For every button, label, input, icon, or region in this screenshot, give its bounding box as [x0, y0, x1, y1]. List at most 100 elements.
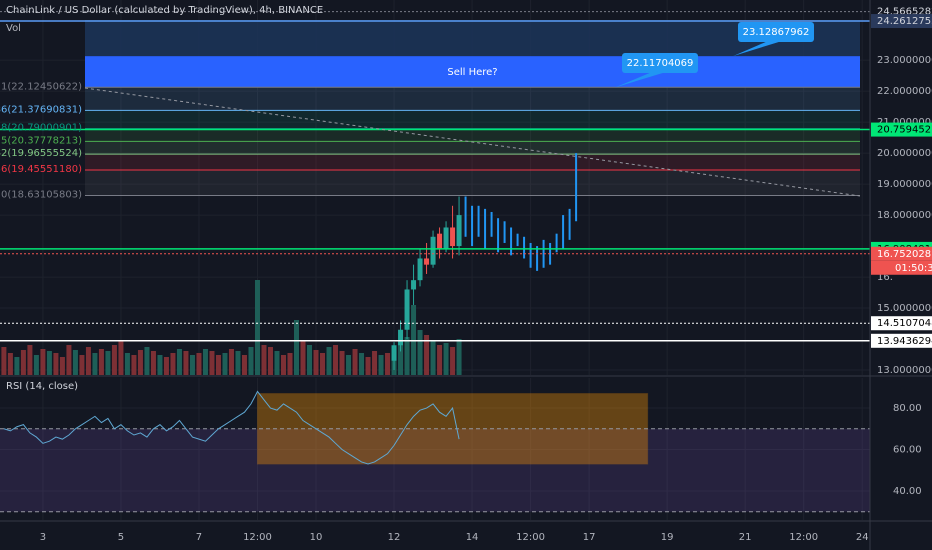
candle-body: [411, 280, 417, 290]
price-tag-label: 13.94362945: [877, 336, 932, 347]
volume-bar: [20, 350, 26, 375]
volume-bar: [450, 347, 456, 375]
y-tick-label: 22.00000000: [877, 86, 932, 97]
price-tag: [871, 316, 932, 331]
volume-bar: [417, 330, 423, 375]
volume-bar: [59, 357, 65, 375]
x-tick-label: 5: [118, 532, 124, 543]
y-tick-label: 16.: [877, 272, 893, 283]
volume-bar: [443, 343, 449, 375]
volume-bar: [248, 347, 254, 375]
sell-zone: [85, 56, 860, 88]
x-tick-label: 19: [661, 532, 674, 543]
x-tick-label: 24: [856, 532, 869, 543]
x-tick-label: 12:00: [516, 532, 545, 543]
x-tick-label: 7: [196, 532, 202, 543]
volume-bar: [189, 355, 195, 375]
price-tag: [871, 246, 932, 261]
volume-bar: [359, 353, 365, 375]
trend-line: [84, 87, 861, 197]
fib-band: [85, 154, 860, 170]
volume-bar: [144, 347, 150, 375]
candle-body: [450, 227, 456, 247]
volume-bar: [53, 353, 59, 375]
candle-body: [456, 215, 462, 247]
fib-label: 0.618(20.79000901): [0, 123, 82, 134]
volume-bar: [40, 349, 46, 375]
volume-bar: [131, 355, 137, 375]
volume-bar: [339, 351, 345, 375]
x-tick-label: 12:00: [243, 532, 272, 543]
fib-band: [85, 141, 860, 155]
candle-body: [443, 227, 449, 250]
rsi-tick-label: 40.00: [893, 486, 922, 497]
callout-label: 23.12867962: [743, 27, 810, 38]
volume-bar: [7, 353, 13, 375]
fib-band: [85, 169, 860, 196]
price-tag-label: 16.75202811: [877, 249, 932, 260]
rsi-line: [3, 390, 460, 465]
volume-bar: [411, 305, 417, 375]
price-tag: [871, 333, 932, 348]
x-tick-label: 21: [739, 532, 752, 543]
volume-bar: [300, 340, 306, 375]
x-tick-label: 12:00: [789, 532, 818, 543]
candle-body: [424, 258, 430, 265]
fib-band: [85, 110, 860, 129]
x-tick-label: 14: [466, 532, 479, 543]
fib-label: 0.382(19.96555524): [0, 148, 82, 159]
volume-bar: [372, 351, 378, 375]
x-tick-label: 3: [40, 532, 46, 543]
volume-bar: [183, 351, 189, 375]
volume-bar: [79, 355, 85, 375]
volume-bar: [261, 345, 267, 375]
volume-bar: [124, 353, 130, 375]
volume-bar: [378, 355, 384, 375]
volume-label: Vol: [6, 23, 21, 34]
volume-bar: [235, 351, 241, 375]
volume-bar: [456, 339, 462, 375]
volume-bar: [430, 340, 436, 375]
countdown-tag: [871, 260, 932, 275]
callout-pointer: [615, 72, 666, 88]
fib-label: 0(18.63105803): [1, 190, 82, 201]
volume-bar: [105, 351, 111, 375]
volume-bar: [307, 345, 313, 375]
volume-bar: [137, 350, 143, 375]
volume-bar: [228, 349, 234, 375]
volume-bar: [1, 347, 7, 375]
volume-bar: [254, 280, 260, 375]
volume-bar: [170, 353, 176, 375]
fib-band: [85, 128, 860, 142]
volume-bar: [157, 355, 163, 375]
candle-body: [417, 258, 423, 281]
volume-bar: [111, 345, 117, 375]
volume-bar: [274, 351, 280, 375]
volume-bar: [287, 353, 293, 375]
volume-bar: [437, 345, 443, 375]
volume-bar: [33, 355, 39, 375]
fib-label: 0.236(19.45551180): [0, 164, 82, 175]
callout-label: 22.11704069: [627, 58, 694, 69]
volume-bar: [404, 337, 410, 375]
volume-bar: [209, 351, 215, 375]
volume-bar: [150, 351, 156, 375]
volume-bar: [398, 345, 404, 375]
countdown-label: 01:50:32: [895, 263, 932, 274]
volume-bar: [72, 350, 78, 375]
volume-bar: [352, 349, 358, 375]
fib-band: [85, 87, 860, 111]
volume-bar: [176, 349, 182, 375]
y-tick-label: 13.00000000: [877, 365, 932, 376]
volume-bar: [280, 355, 286, 375]
volume-bar: [196, 353, 202, 375]
volume-bar: [66, 345, 72, 375]
zone-upper: [85, 20, 860, 57]
volume-bar: [14, 357, 20, 375]
volume-bar: [313, 350, 319, 375]
price-tag-label: 24.26127551: [877, 16, 932, 27]
price-tag-label: 14.51070483: [877, 318, 932, 329]
volume-bar: [326, 347, 332, 375]
x-tick-label: 17: [583, 532, 596, 543]
